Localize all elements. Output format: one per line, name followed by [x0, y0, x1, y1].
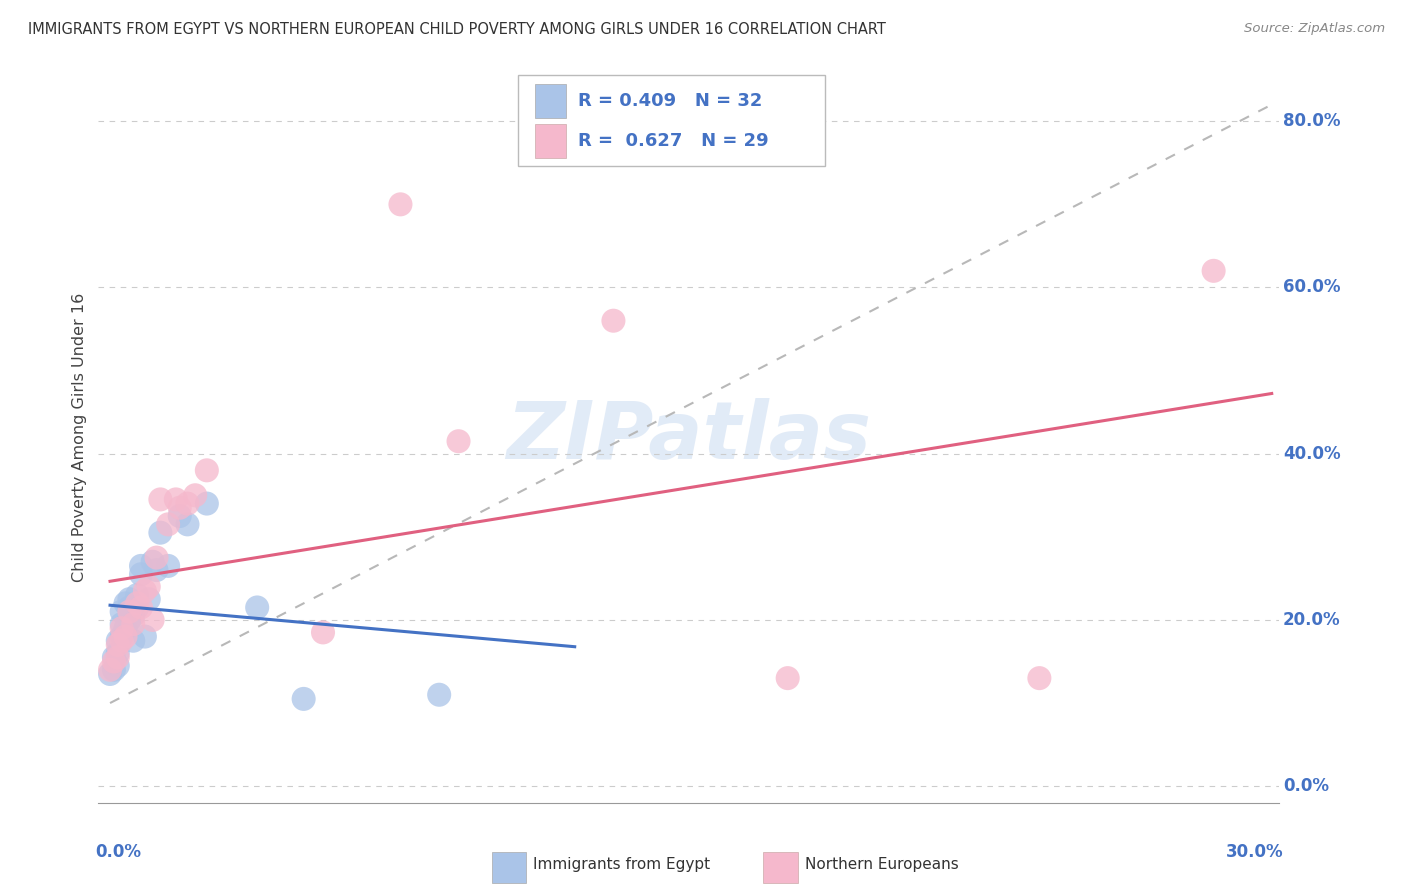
Text: R =  0.627   N = 29: R = 0.627 N = 29	[578, 132, 769, 150]
Point	[118, 600, 141, 615]
Point	[98, 663, 121, 677]
Text: ZIPatlas: ZIPatlas	[506, 398, 872, 476]
Point	[122, 617, 145, 632]
Point	[118, 613, 141, 627]
Text: 80.0%: 80.0%	[1284, 112, 1340, 130]
Y-axis label: Child Poverty Among Girls Under 16: Child Poverty Among Girls Under 16	[72, 293, 87, 582]
Point	[114, 621, 136, 635]
Point	[127, 588, 149, 602]
FancyBboxPatch shape	[517, 75, 825, 167]
FancyBboxPatch shape	[763, 852, 797, 882]
Point	[389, 197, 412, 211]
Point	[107, 658, 129, 673]
Point	[111, 633, 134, 648]
Point	[114, 630, 136, 644]
Point	[129, 567, 152, 582]
Text: 40.0%: 40.0%	[1284, 445, 1341, 463]
Point	[107, 650, 129, 665]
Point	[122, 608, 145, 623]
Point	[246, 600, 269, 615]
Point	[149, 492, 172, 507]
Point	[134, 630, 156, 644]
Point	[602, 314, 624, 328]
Point	[103, 655, 125, 669]
Point	[149, 525, 172, 540]
Point	[195, 497, 218, 511]
Point	[165, 492, 187, 507]
Point	[1202, 264, 1225, 278]
FancyBboxPatch shape	[536, 124, 567, 158]
Text: 60.0%: 60.0%	[1284, 278, 1340, 296]
Point	[157, 558, 180, 573]
FancyBboxPatch shape	[536, 85, 567, 118]
Point	[142, 613, 165, 627]
Point	[176, 517, 198, 532]
Point	[118, 605, 141, 619]
Point	[195, 463, 218, 477]
Text: Immigrants from Egypt: Immigrants from Egypt	[533, 857, 710, 872]
Point	[98, 667, 121, 681]
Text: Northern Europeans: Northern Europeans	[804, 857, 959, 872]
Point	[107, 646, 129, 660]
Point	[184, 488, 207, 502]
Point	[107, 638, 129, 652]
Point	[129, 558, 152, 573]
Point	[1028, 671, 1050, 685]
Point	[103, 663, 125, 677]
Text: Source: ZipAtlas.com: Source: ZipAtlas.com	[1244, 22, 1385, 36]
Point	[118, 592, 141, 607]
Point	[111, 630, 134, 644]
Text: IMMIGRANTS FROM EGYPT VS NORTHERN EUROPEAN CHILD POVERTY AMONG GIRLS UNDER 16 CO: IMMIGRANTS FROM EGYPT VS NORTHERN EUROPE…	[28, 22, 886, 37]
Text: 0.0%: 0.0%	[94, 843, 141, 861]
Point	[129, 600, 152, 615]
Point	[138, 580, 160, 594]
Text: 20.0%: 20.0%	[1284, 611, 1341, 629]
Point	[127, 596, 149, 610]
Point	[127, 600, 149, 615]
Point	[142, 555, 165, 569]
Text: R = 0.409   N = 32: R = 0.409 N = 32	[578, 92, 762, 111]
Point	[447, 434, 470, 449]
Point	[114, 596, 136, 610]
Point	[427, 688, 450, 702]
FancyBboxPatch shape	[492, 852, 526, 882]
Point	[107, 633, 129, 648]
Point	[111, 617, 134, 632]
Point	[312, 625, 335, 640]
Point	[169, 509, 191, 524]
Point	[292, 692, 315, 706]
Point	[145, 563, 167, 577]
Point	[122, 633, 145, 648]
Point	[111, 605, 134, 619]
Point	[103, 650, 125, 665]
Point	[169, 500, 191, 515]
Point	[776, 671, 799, 685]
Text: 0.0%: 0.0%	[1284, 777, 1329, 795]
Point	[138, 592, 160, 607]
Point	[145, 550, 167, 565]
Point	[134, 583, 156, 598]
Point	[157, 517, 180, 532]
Point	[111, 621, 134, 635]
Text: 30.0%: 30.0%	[1226, 843, 1284, 861]
Point	[176, 497, 198, 511]
